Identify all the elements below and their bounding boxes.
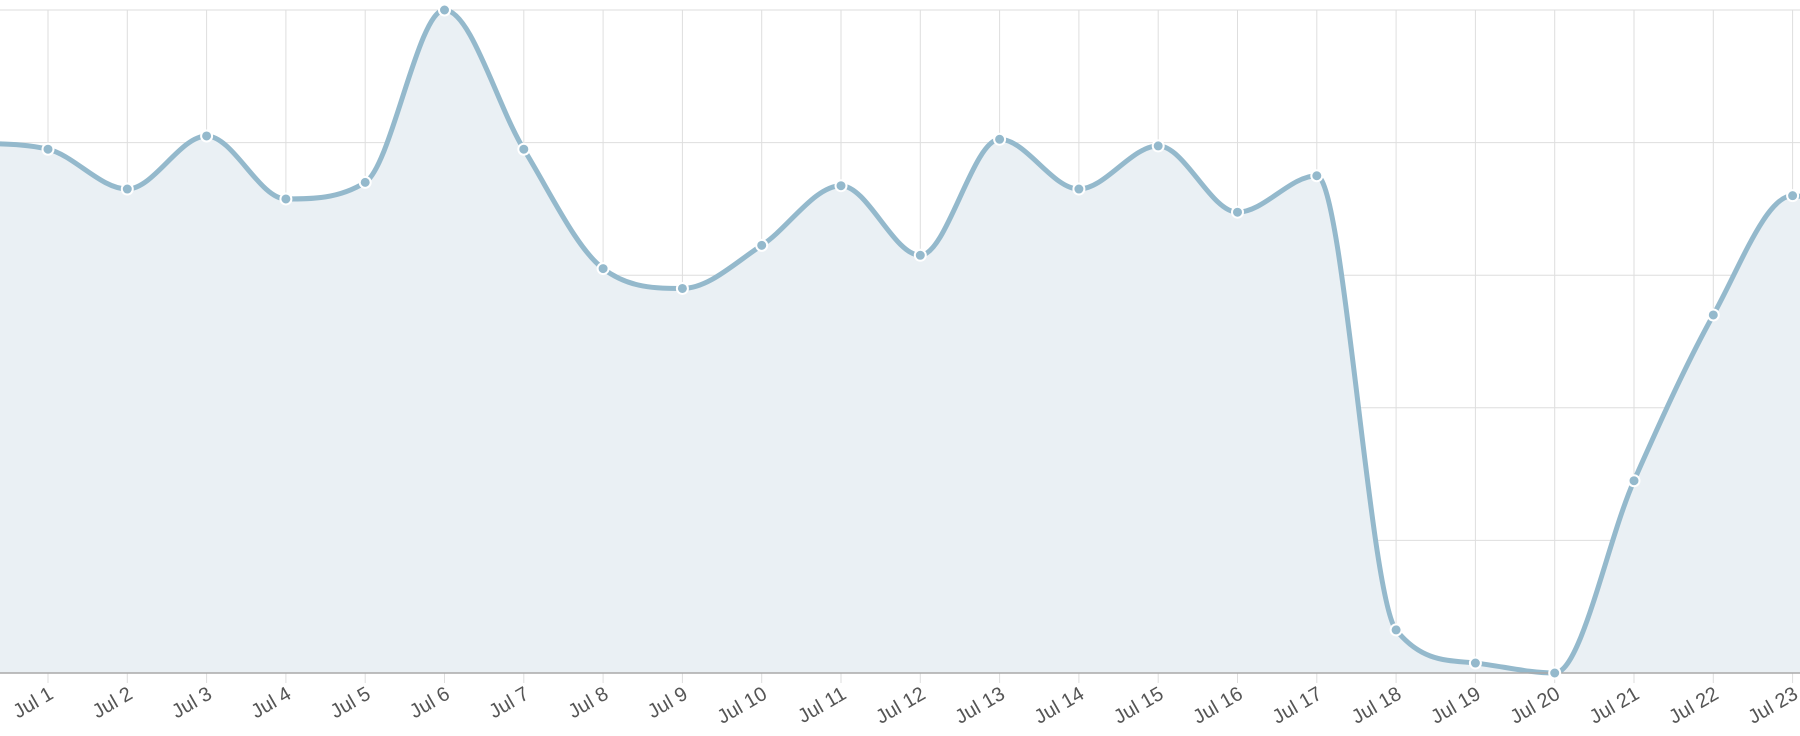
x-tick-label: Jul 5	[327, 683, 375, 723]
x-tick-label: Jul 15	[1110, 683, 1167, 729]
series-line	[0, 7, 1800, 676]
x-tick-label: Jul 2	[89, 683, 137, 723]
series-area	[0, 10, 1800, 673]
x-tick-label: Jul 18	[1348, 683, 1405, 729]
data-point[interactable]	[358, 175, 372, 189]
x-tick-label: Jul 8	[565, 683, 613, 723]
data-point[interactable]	[1548, 666, 1562, 680]
data-point[interactable]	[993, 132, 1007, 146]
x-tick-label: Jul 12	[872, 683, 929, 729]
x-tick-labels: Jul 1 Jul 2 Jul 3 Jul 4 Jul 5 Jul 6 Jul 7 Jul 8…	[10, 683, 1800, 729]
x-tick-label: Jul 3	[168, 683, 216, 723]
data-point[interactable]	[438, 3, 451, 17]
x-tick-label: Jul 20	[1507, 683, 1564, 729]
data-point[interactable]	[517, 142, 531, 156]
x-tick-label: Jul 6	[406, 683, 454, 723]
data-point[interactable]	[1151, 139, 1165, 153]
x-tick-label: Jul 11	[794, 683, 850, 728]
x-tick-label: Jul 17	[1269, 683, 1326, 729]
data-point[interactable]	[41, 142, 55, 156]
data-point[interactable]	[755, 238, 769, 252]
data-point[interactable]	[1072, 182, 1086, 196]
x-tick-label: Jul 22	[1665, 683, 1722, 729]
x-tick-label: Jul 4	[247, 683, 295, 723]
data-point[interactable]	[1231, 205, 1244, 219]
data-point[interactable]	[675, 281, 689, 295]
x-tick-label: Jul 21	[1586, 683, 1643, 729]
x-tick-label: Jul 9	[644, 683, 692, 723]
data-point[interactable]	[834, 179, 848, 193]
data-point[interactable]	[200, 129, 214, 143]
x-tick-label: Jul 19	[1427, 683, 1484, 729]
data-point[interactable]	[596, 262, 610, 276]
data-point[interactable]	[1627, 474, 1641, 488]
x-tick-label: Jul 16	[1189, 683, 1246, 729]
data-point[interactable]	[1310, 169, 1324, 183]
data-point[interactable]	[279, 192, 293, 206]
data-point[interactable]	[913, 248, 927, 262]
data-point[interactable]	[1389, 623, 1403, 637]
x-tick-label: Jul 10	[714, 683, 771, 729]
data-point[interactable]	[1468, 656, 1482, 670]
data-point[interactable]	[120, 182, 134, 196]
x-tick-label: Jul 13	[952, 683, 1009, 729]
data-point[interactable]	[1786, 189, 1800, 203]
x-tick-label: Jul 1	[10, 683, 58, 723]
data-points	[41, 3, 1800, 680]
x-tick-label: Jul 7	[485, 683, 533, 723]
data-point[interactable]	[1706, 308, 1720, 322]
x-tick-label: Jul 23	[1745, 683, 1800, 729]
x-tick-label: Jul 14	[1031, 683, 1088, 729]
